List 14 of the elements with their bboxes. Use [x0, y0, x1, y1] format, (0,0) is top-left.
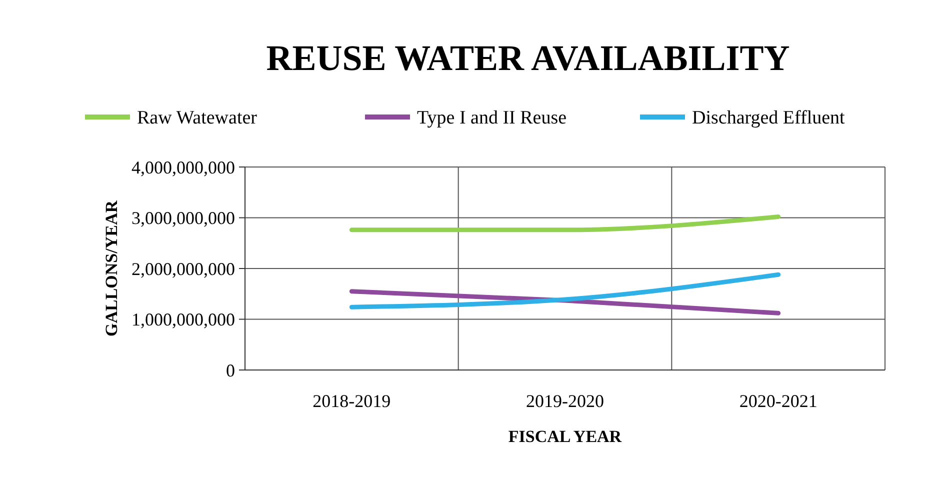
- y-tick-label: 1,000,000,000: [132, 310, 235, 330]
- legend-label: Discharged Effluent: [692, 108, 846, 129]
- x-tick-label: 2018-2019: [312, 391, 391, 411]
- y-tick-label: 2,000,000,000: [132, 258, 235, 279]
- legend-label: Raw Watewater: [137, 108, 258, 129]
- x-axis-title: FISCAL YEAR: [508, 427, 622, 446]
- x-tick-label: 2019-2020: [526, 391, 604, 411]
- chart-title: REUSE WATER AVAILABILITY: [266, 38, 790, 78]
- legend-label: Type I and II Reuse: [417, 108, 567, 129]
- y-axis-title: GALLONS/YEAR: [102, 200, 121, 337]
- y-tick-label: 3,000,000,000: [132, 208, 235, 228]
- y-tick-label: 0: [226, 360, 235, 380]
- x-tick-label: 2020-2021: [739, 391, 818, 411]
- y-tick-label: 4,000,000,000: [132, 157, 235, 178]
